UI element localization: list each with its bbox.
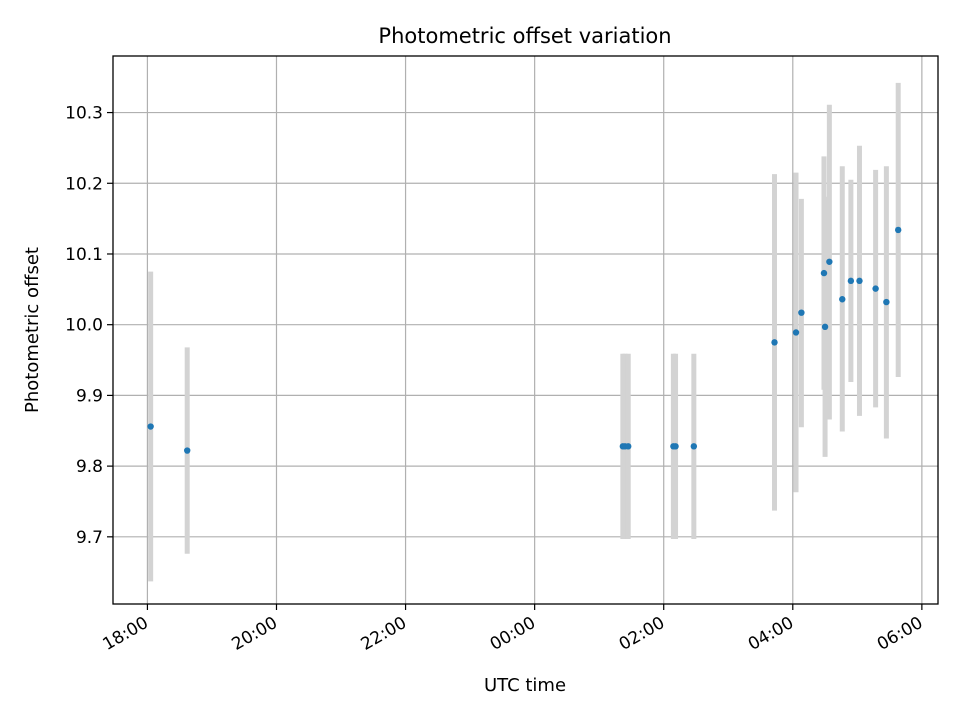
data-point — [856, 277, 863, 285]
data-point — [872, 285, 879, 292]
y-tick-label: 9.8 — [76, 457, 103, 477]
y-tick-label: 9.9 — [76, 386, 103, 406]
chart-title: Photometric offset variation — [378, 24, 671, 48]
x-axis-label: UTC time — [484, 675, 566, 696]
data-point — [771, 339, 778, 346]
y-axis-ticks: 9.7 9.8 9.9 10.0 10.1 10.2 10.3 — [65, 104, 113, 548]
y-tick-label: 10.0 — [65, 316, 103, 336]
data-point — [821, 323, 829, 331]
data-point — [895, 226, 902, 234]
data-point — [883, 298, 890, 306]
y-tick-label: 10.3 — [65, 104, 103, 124]
y-axis-label: Photometric offset — [22, 247, 43, 413]
data-points — [147, 226, 902, 454]
data-point — [847, 277, 855, 285]
y-tick-label: 10.2 — [65, 174, 103, 194]
data-point — [826, 258, 833, 265]
data-point — [625, 443, 632, 450]
y-tick-label: 9.7 — [76, 528, 103, 548]
y-tick-label: 10.1 — [65, 245, 103, 265]
data-point — [820, 269, 828, 277]
plot-frame — [112, 55, 939, 605]
grid — [113, 56, 938, 604]
data-point — [690, 443, 698, 450]
data-point — [672, 443, 679, 450]
data-point — [184, 447, 191, 454]
data-point — [792, 329, 800, 336]
data-point — [798, 309, 805, 316]
data-point — [147, 423, 154, 430]
data-point — [839, 296, 846, 303]
